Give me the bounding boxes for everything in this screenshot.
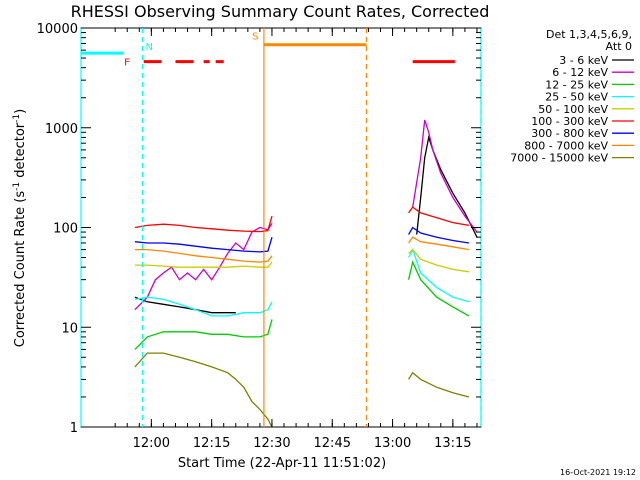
legend-label-7: 800 - 7000 keV bbox=[524, 139, 608, 152]
y-tick-label-0: 1 bbox=[70, 421, 78, 436]
series-line-7-seg-0 bbox=[134, 248, 273, 263]
y-tick-label-1: 10 bbox=[61, 321, 78, 336]
series-line-6-seg-0 bbox=[134, 237, 273, 253]
x-tick-label-4: 13:00 bbox=[374, 436, 411, 451]
chart-title: RHESSI Observing Summary Count Rates, Co… bbox=[71, 2, 490, 21]
series-line-4-seg-1 bbox=[408, 248, 469, 273]
series-line-2-seg-0 bbox=[134, 319, 273, 350]
series-layer bbox=[134, 119, 478, 428]
series-line-0-seg-1 bbox=[416, 134, 478, 238]
series-line-5-seg-0 bbox=[134, 215, 273, 233]
y-axis-label-sup2: -1 bbox=[12, 114, 22, 123]
series-line-4-seg-0 bbox=[134, 261, 273, 268]
x-tick-label-0: 12:00 bbox=[133, 436, 170, 451]
y-axis-label-mid: detector bbox=[13, 122, 28, 182]
y-axis-label: Corrected Count Rate (s-1 detector-1) bbox=[12, 109, 28, 347]
series-line-6-seg-1 bbox=[408, 226, 470, 244]
legend-header-detectors: Det 1,3,4,5,6,9, bbox=[546, 28, 632, 41]
series-line-3-seg-1 bbox=[408, 247, 470, 303]
series-line-8-seg-0 bbox=[134, 352, 273, 428]
series-line-2-seg-1 bbox=[407, 260, 470, 317]
flag-label-N: N bbox=[146, 42, 153, 53]
plot-frame bbox=[80, 27, 482, 428]
series-line-7-seg-1 bbox=[408, 236, 470, 251]
series-line-0-seg-0 bbox=[134, 296, 236, 314]
flag-label-S: S bbox=[252, 32, 258, 43]
axis-layer: 12:00 12:15 12:30 12:45 13:00 13:15 1 10 100 1000… bbox=[37, 22, 481, 451]
legend-label-0: 3 - 6 keV bbox=[559, 54, 608, 67]
y-tick-label-2: 100 bbox=[53, 222, 78, 237]
flag-label-F: F bbox=[124, 58, 130, 69]
series-line-5-seg-1 bbox=[408, 206, 470, 227]
series-line-1-seg-1 bbox=[412, 119, 478, 233]
legend-label-6: 300 - 800 keV bbox=[531, 127, 608, 140]
legend-label-8: 7000 - 15000 keV bbox=[510, 152, 608, 165]
y-tick-label-4: 10000 bbox=[37, 22, 78, 37]
legend-label-1: 6 - 12 keV bbox=[552, 66, 608, 79]
series-line-3-seg-0 bbox=[134, 296, 273, 317]
y-axis-label-main: Corrected Count Rate (s bbox=[13, 191, 28, 348]
legend-label-3: 25 - 50 keV bbox=[545, 91, 608, 104]
x-tick-label-5: 13:15 bbox=[434, 436, 471, 451]
y-axis-label-end: ) bbox=[13, 109, 28, 114]
x-tick-label-3: 12:45 bbox=[314, 436, 351, 451]
x-axis-label: Start Time (22-Apr-11 11:51:02) bbox=[178, 456, 386, 471]
y-tick-label-3: 1000 bbox=[45, 122, 78, 137]
legend-label-2: 12 - 25 keV bbox=[545, 78, 608, 91]
x-tick-label-1: 12:15 bbox=[193, 436, 230, 451]
y-axis-label-sup1: -1 bbox=[12, 182, 22, 191]
legend-label-4: 50 - 100 keV bbox=[538, 103, 608, 116]
flag-layer: N S F bbox=[80, 28, 482, 427]
series-line-8-seg-1 bbox=[408, 371, 470, 398]
legend-label-5: 100 - 300 keV bbox=[531, 115, 608, 128]
x-tick-label-2: 12:30 bbox=[253, 436, 290, 451]
legend-header-attenuator: Att 0 bbox=[606, 40, 632, 53]
plot-timestamp: 16-Oct-2021 19:12 bbox=[560, 468, 636, 477]
